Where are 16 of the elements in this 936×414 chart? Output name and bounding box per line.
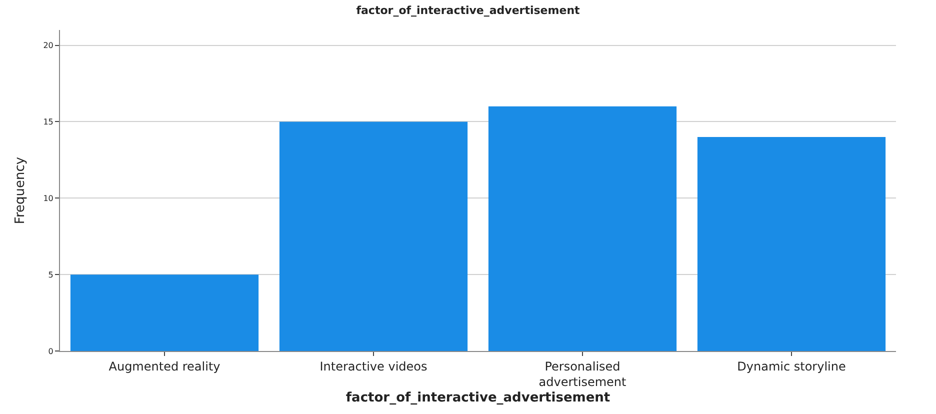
y-tick-label: 15 bbox=[43, 118, 54, 127]
bar bbox=[697, 137, 886, 351]
x-axis-title: factor_of_interactive_advertisement bbox=[346, 390, 610, 406]
chart-title: factor_of_interactive_advertisement bbox=[356, 4, 580, 17]
bar bbox=[70, 274, 259, 351]
y-tick-label: 10 bbox=[43, 194, 54, 203]
bar bbox=[279, 122, 468, 351]
y-tick-label: 0 bbox=[48, 346, 54, 356]
y-tick-label: 5 bbox=[48, 270, 54, 280]
x-tick-label: Interactive videos bbox=[320, 359, 428, 374]
x-tick-label: Augmented reality bbox=[108, 359, 220, 374]
y-axis-title: Frequency bbox=[13, 156, 28, 224]
x-tick-label: Personalised advertisement bbox=[538, 359, 627, 389]
x-tick-label: Dynamic storyline bbox=[737, 359, 846, 374]
bar bbox=[488, 106, 677, 351]
y-tick-label: 20 bbox=[43, 41, 54, 50]
